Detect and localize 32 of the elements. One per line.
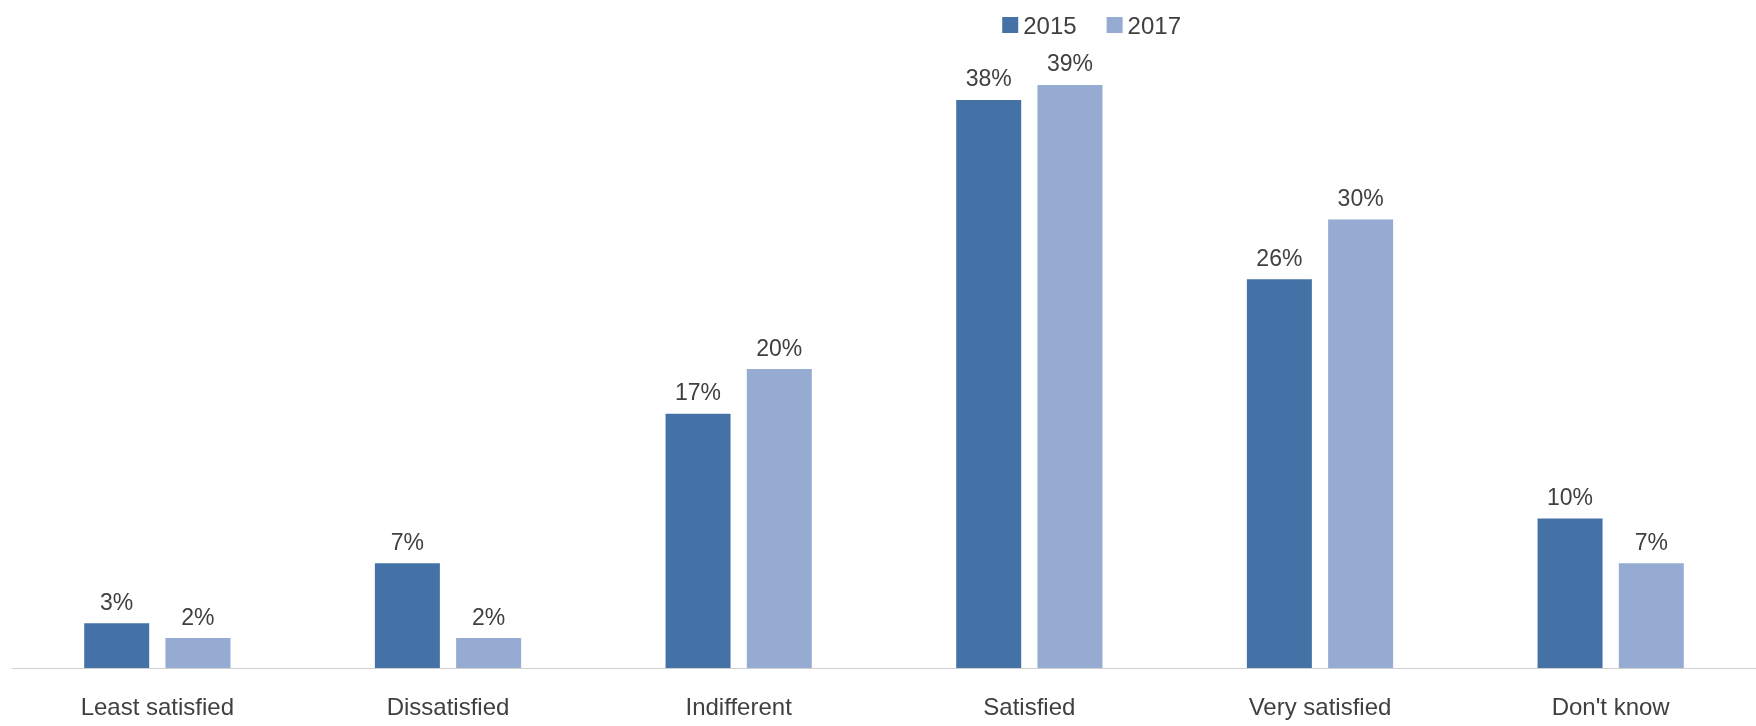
data-label: 7%	[390, 528, 424, 555]
bar	[84, 623, 150, 668]
data-label: 2%	[181, 603, 215, 630]
x-tick-label: Dissatisfied	[386, 692, 510, 720]
bar	[746, 369, 812, 668]
data-label: 10%	[1547, 484, 1594, 510]
data-label: 38%	[965, 65, 1012, 92]
data-label: 26%	[1256, 244, 1303, 271]
data-label: 20%	[756, 334, 803, 361]
bar	[1618, 563, 1684, 668]
bar	[165, 638, 231, 668]
x-tick-label: Very satisfied	[1248, 692, 1392, 720]
data-label: 7%	[1634, 528, 1668, 555]
data-label: 17%	[675, 379, 722, 406]
bar	[665, 413, 731, 668]
x-tick-label: Indifferent	[685, 692, 793, 720]
legend-label: 2017	[1127, 11, 1181, 39]
x-tick-label: Don't know	[1551, 692, 1671, 720]
x-tick-label: Least satisfied	[80, 692, 235, 720]
data-label: 3%	[100, 588, 134, 615]
bar	[1537, 518, 1603, 668]
bar	[374, 563, 440, 668]
bar	[956, 99, 1022, 668]
legend-label: 2015	[1023, 11, 1077, 39]
bar	[1246, 279, 1312, 668]
data-label: 30%	[1337, 185, 1384, 211]
bar	[1328, 219, 1394, 668]
bar	[1037, 84, 1103, 668]
bar	[456, 638, 522, 668]
data-label: 39%	[1046, 50, 1093, 77]
data-label: 2%	[472, 603, 506, 630]
x-tick-label: Satisfied	[983, 692, 1076, 720]
